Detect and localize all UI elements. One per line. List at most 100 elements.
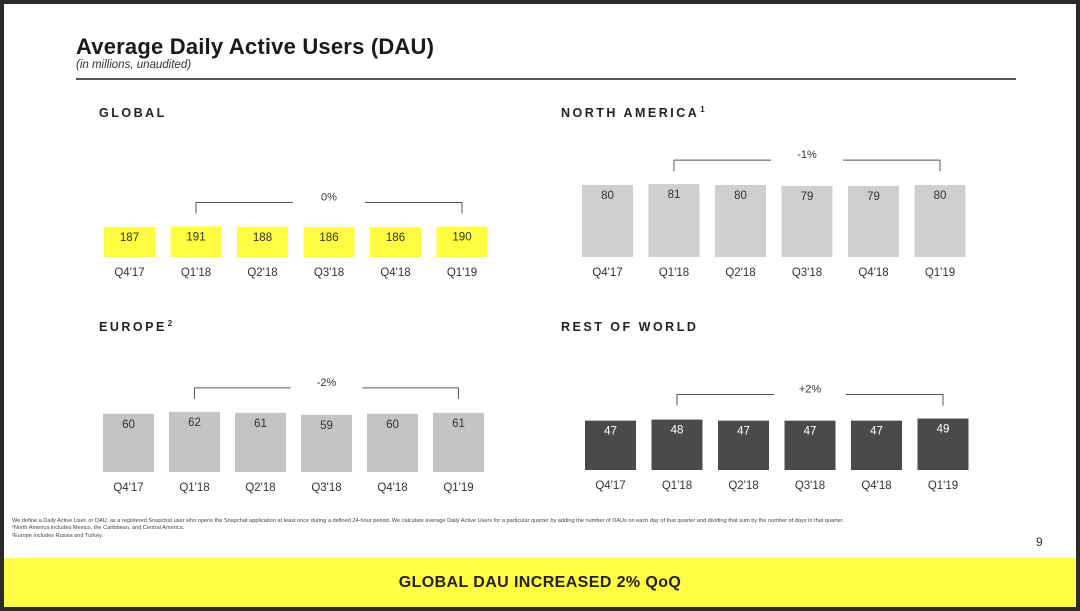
- europe-bar-4: [367, 413, 418, 472]
- panel-title-north-america: NORTH AMERICA1: [561, 105, 705, 121]
- europe-value-label-0: 60: [122, 419, 135, 431]
- europe-category-label-4: Q4'18: [377, 482, 407, 494]
- rest_of_world-category-label-3: Q3'18: [795, 480, 825, 492]
- banner-text: GLOBAL DAU INCREASED 2% QoQ: [398, 573, 682, 591]
- europe-bar-2: [235, 412, 286, 472]
- north_america-bar-0: [582, 185, 633, 257]
- rest_of_world-value-label-3: 47: [804, 426, 817, 438]
- north_america-bar-4: [848, 185, 899, 257]
- north_america-value-label-0: 80: [601, 190, 614, 202]
- footnotes: We define a Daily Active User, or DAU, a…: [12, 518, 1002, 540]
- rest_of_world-bar-2: [718, 420, 769, 470]
- rest_of_world-bar-0: [585, 420, 636, 470]
- global-bar-3: [303, 227, 355, 257]
- global-category-label-2: Q2'18: [247, 267, 277, 279]
- rest_of_world-category-label-2: Q2'18: [728, 480, 758, 492]
- north_america-change-label: -1%: [797, 149, 817, 161]
- rest_of_world-category-label-4: Q4'18: [861, 480, 891, 492]
- rest_of_world-bar-4: [851, 420, 902, 470]
- north_america-change-bracket-left: [673, 159, 771, 172]
- global-category-label-0: Q4'17: [114, 267, 144, 279]
- rest_of_world-change-bracket-left: [676, 394, 774, 406]
- europe-category-label-1: Q1'18: [179, 482, 209, 494]
- rest_of_world-value-label-0: 47: [604, 426, 617, 438]
- global-bar-1: [170, 226, 222, 257]
- north_america-value-label-4: 79: [867, 191, 880, 203]
- footnote-europe: ²Europe includes Russia and Turkey.: [12, 532, 103, 539]
- north_america-category-label-0: Q4'17: [592, 267, 622, 279]
- global-value-label-5: 190: [452, 232, 471, 244]
- global-category-label-5: Q1'19: [447, 267, 477, 279]
- rest_of_world-bar-3: [784, 420, 836, 470]
- europe-change-bracket-right: [362, 387, 459, 399]
- north_america-category-label-1: Q1'18: [659, 267, 689, 279]
- north_america-value-label-3: 79: [801, 191, 814, 203]
- north_america-bar-3: [781, 185, 833, 257]
- europe-bar-3: [301, 414, 352, 472]
- global-bar-2: [237, 226, 288, 257]
- north_america-category-label-5: Q1'19: [925, 267, 955, 279]
- global-change-bracket-right: [365, 201, 463, 214]
- europe-value-label-3: 59: [320, 420, 333, 432]
- panel-title-rest-of-world: REST OF WORLD: [561, 320, 699, 335]
- global-value-label-0: 187: [120, 232, 139, 244]
- north_america-category-label-4: Q4'18: [858, 267, 888, 279]
- europe-category-label-0: Q4'17: [113, 482, 143, 494]
- north_america-bar-2: [715, 185, 766, 257]
- global-change-label: 0%: [321, 191, 337, 203]
- page-number: 9: [1036, 535, 1043, 549]
- global-value-label-2: 188: [253, 232, 272, 244]
- europe-category-label-5: Q1'19: [443, 482, 473, 494]
- global-category-label-4: Q4'18: [380, 267, 410, 279]
- slide: Average Daily Active Users (DAU) (in mil…: [4, 4, 1076, 607]
- europe-category-label-3: Q3'18: [311, 482, 341, 494]
- global-category-label-3: Q3'18: [314, 267, 344, 279]
- europe-value-label-5: 61: [452, 418, 465, 430]
- north_america-bar-1: [648, 184, 700, 257]
- global-category-label-1: Q1'18: [181, 267, 211, 279]
- panel-title-global: GLOBAL: [99, 106, 167, 121]
- north_america-bar-5: [914, 185, 966, 257]
- north_america-category-label-3: Q3'18: [792, 267, 822, 279]
- rest_of_world-change-bracket-right: [846, 394, 944, 406]
- global-bar-5: [436, 226, 488, 257]
- global-change-bracket-left: [195, 201, 293, 214]
- north_america-value-label-1: 81: [668, 189, 681, 201]
- global-value-label-1: 191: [186, 231, 205, 243]
- rest_of_world-category-label-1: Q1'18: [662, 480, 692, 492]
- global-bar-4: [370, 227, 421, 257]
- europe-value-label-4: 60: [386, 419, 399, 431]
- europe-bar-0: [103, 413, 154, 472]
- rest_of_world-bar-5: [917, 418, 969, 470]
- north_america-category-label-2: Q2'18: [725, 267, 755, 279]
- europe-bar-1: [169, 411, 220, 472]
- europe-change-label: -2%: [317, 377, 337, 389]
- footnote-dau-definition: We define a Daily Active User, or DAU, a…: [12, 518, 844, 524]
- north_america-value-label-2: 80: [734, 190, 747, 202]
- europe-change-bracket-left: [194, 387, 291, 399]
- footnote-north-america: ¹North America includes Mexico, the Cari…: [12, 525, 185, 532]
- rest_of_world-category-label-5: Q1'19: [928, 480, 958, 492]
- europe-bar-5: [433, 412, 484, 472]
- europe-category-label-2: Q2'18: [245, 482, 275, 494]
- page-subtitle: (in millions, unaudited): [76, 59, 192, 71]
- rest_of_world-bar-1: [651, 419, 703, 470]
- global-bar-0: [104, 227, 155, 257]
- rest_of_world-value-label-5: 49: [937, 424, 950, 436]
- dau-charts: 187 Q4'17 191 Q1'18 188 Q2'18 186 Q3'18 186 Q4'18…: [103, 149, 969, 494]
- headline-banner: GLOBAL DAU INCREASED 2% QoQ: [4, 558, 1076, 607]
- rest_of_world-category-label-0: Q4'17: [595, 480, 625, 492]
- rest_of_world-value-label-2: 47: [737, 426, 750, 438]
- page-title: Average Daily Active Users (DAU): [76, 34, 435, 59]
- north_america-value-label-5: 80: [934, 190, 947, 202]
- rest_of_world-value-label-4: 47: [870, 426, 883, 438]
- title-rule: [76, 78, 1016, 80]
- north_america-change-bracket-right: [843, 159, 941, 172]
- europe-value-label-1: 62: [188, 417, 201, 429]
- rest_of_world-value-label-1: 48: [671, 425, 684, 437]
- global-value-label-4: 186: [386, 232, 405, 244]
- europe-value-label-2: 61: [254, 418, 267, 430]
- global-value-label-3: 186: [319, 232, 338, 244]
- rest_of_world-change-label: +2%: [799, 384, 822, 396]
- panel-title-europe: EUROPE2: [99, 319, 173, 335]
